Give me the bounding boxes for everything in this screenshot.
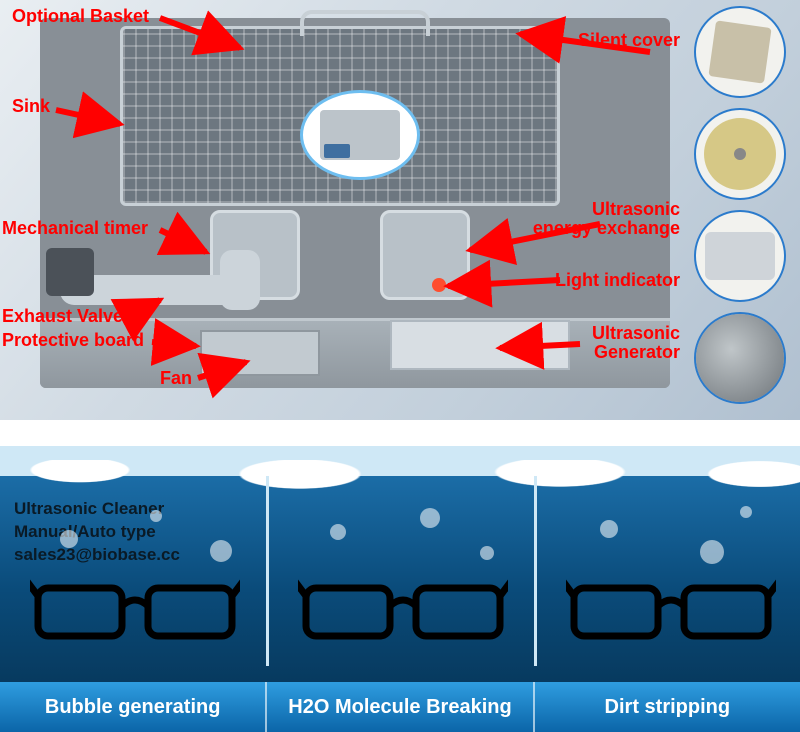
glasses-panel2 [298, 562, 508, 652]
water-area: Ultrasonic Cleaner Manual/Auto type sale… [0, 420, 800, 682]
label-sink: Sink [12, 96, 50, 117]
label-light-indicator: Light indicator [555, 270, 680, 291]
product-info: Ultrasonic Cleaner Manual/Auto type sale… [14, 498, 180, 567]
bubble [210, 540, 232, 562]
bubble [330, 524, 346, 540]
bubble [150, 510, 162, 522]
label-fan: Fan [160, 368, 192, 389]
bubble [600, 520, 618, 538]
diagram-area: Optional Basket Silent cover Sink Mechan… [0, 0, 800, 420]
bottom-label-bar: Bubble generating H2O Molecule Breaking … [0, 682, 800, 732]
bubble [480, 546, 494, 560]
product-badge [300, 90, 420, 180]
panel1-label: Bubble generating [0, 682, 265, 732]
panel-divider-2 [534, 476, 537, 666]
label-protective-board: Protective board [2, 330, 144, 351]
fan-box [200, 330, 320, 376]
panel-divider-1 [266, 476, 269, 666]
thumb-transducer [694, 210, 786, 302]
transducer-right [380, 210, 470, 300]
machine-base [40, 318, 670, 388]
bubble [700, 540, 724, 564]
glasses-panel3 [566, 562, 776, 652]
water-surface [0, 460, 800, 500]
thumb-generator-inside [694, 312, 786, 404]
basket-handle [300, 10, 430, 36]
label-silent-cover: Silent cover [578, 30, 680, 51]
panel2-label: H2O Molecule Breaking [265, 682, 532, 732]
bubble [60, 530, 78, 548]
generator-box [390, 320, 570, 370]
info-line2: Manual/Auto type [14, 521, 180, 544]
label-mechanical-timer: Mechanical timer [2, 218, 148, 239]
thumbnail-column [694, 6, 794, 414]
label-ultrasonic-energy-exchange: Ultrasonic energy exchange [533, 200, 680, 238]
thumb-timer-dial [694, 108, 786, 200]
light-indicator-dot [432, 278, 446, 292]
bubble [740, 506, 752, 518]
ultrasonic-cleaner-infographic: Optional Basket Silent cover Sink Mechan… [0, 0, 800, 732]
label-exhaust-valve: Exhaust Valve [2, 306, 123, 327]
thumb-silent-cover [694, 6, 786, 98]
label-ultrasonic-generator: Ultrasonic Generator [592, 324, 680, 362]
panel3-label: Dirt stripping [533, 682, 800, 732]
exhaust-valve-shape [46, 248, 94, 296]
glasses-panel1 [30, 562, 240, 652]
bubble [420, 508, 440, 528]
label-optional-basket: Optional Basket [12, 6, 149, 27]
